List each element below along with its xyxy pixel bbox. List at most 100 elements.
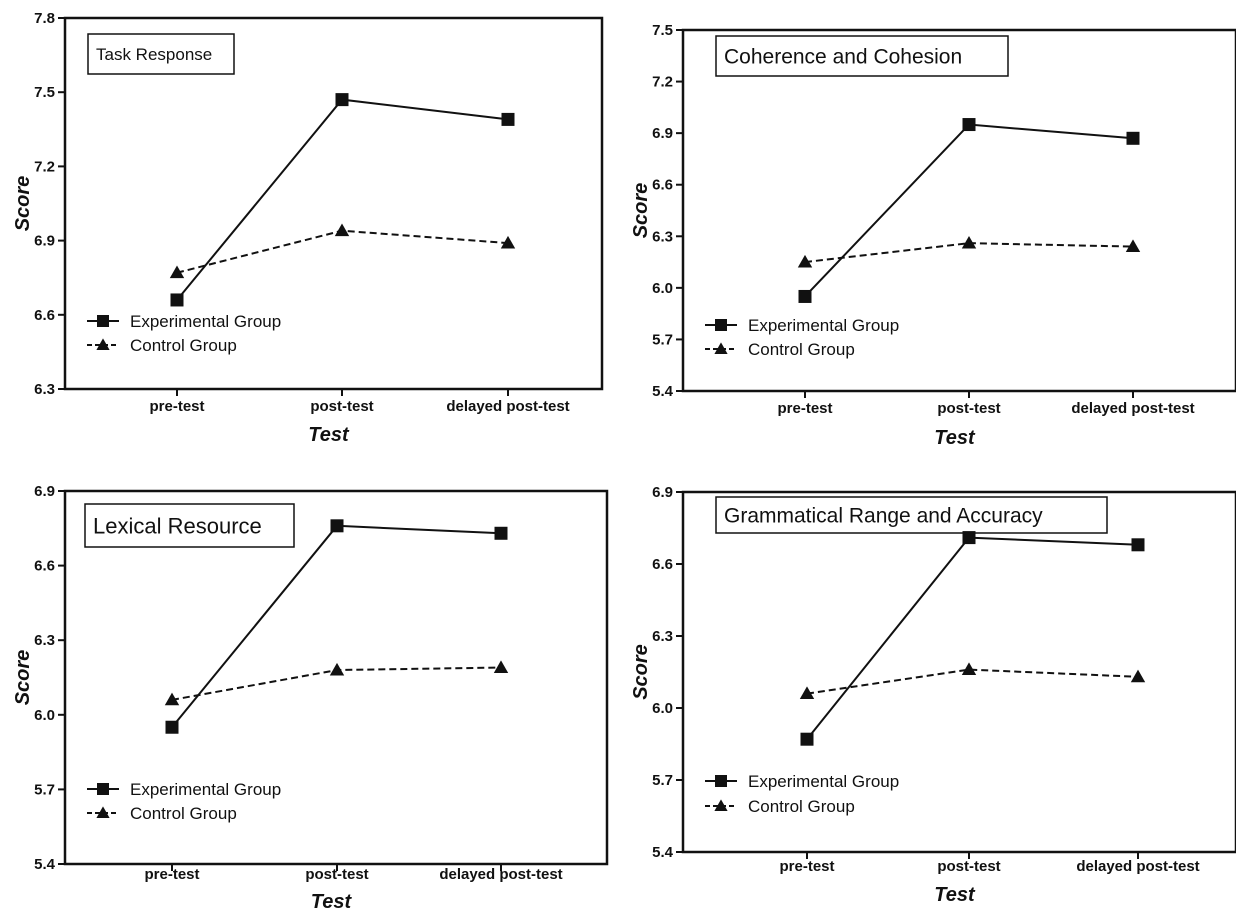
x-tick-label: post-test <box>937 400 1000 417</box>
data-point-square <box>170 293 184 307</box>
series-control <box>797 235 1141 268</box>
title-box <box>715 496 1108 534</box>
y-axis-title: Score <box>630 644 652 700</box>
data-point-square <box>501 112 515 126</box>
data-point-triangle <box>329 662 345 676</box>
legend-label: Experimental Group <box>748 316 899 335</box>
data-point-triangle <box>1125 239 1141 252</box>
y-tick-label: 7.2 <box>34 158 55 175</box>
x-axis-title: Test <box>934 884 976 906</box>
data-point-square <box>1126 131 1140 145</box>
series-control <box>169 223 516 279</box>
y-tick-label: 6.6 <box>652 556 673 573</box>
x-tick-label: delayed post-test <box>1076 858 1199 875</box>
series-experimental <box>170 93 515 307</box>
data-point-square <box>798 289 812 303</box>
y-tick-label: 6.0 <box>652 700 673 717</box>
series-line <box>804 123 1134 298</box>
chart-coherence-cohesion: 5.4 5.7 6.0 6.3 6.6 6.9 7.2 7.5 pre-test post-tes… <box>618 0 1236 456</box>
series-line <box>176 98 509 301</box>
legend-label: Experimental Group <box>130 312 281 331</box>
chart-lexical-resource: 5.4 5.7 6.0 6.3 6.6 6.9 pre-test post-test delay… <box>0 456 618 912</box>
y-tick-label: 6.0 <box>34 707 55 724</box>
y-tick-label: 7.8 <box>34 10 55 27</box>
series-control <box>164 660 509 706</box>
x-tick-label: post-test <box>310 398 373 415</box>
data-point-square <box>1131 538 1145 552</box>
y-tick-label: 6.6 <box>34 558 55 575</box>
y-tick-label: 5.4 <box>652 383 674 400</box>
series-control <box>799 662 1146 699</box>
y-tick-label: 5.7 <box>652 772 673 789</box>
chart-task-response: 6.3 6.6 6.9 7.2 7.5 7.8 pre-test post-test delay… <box>0 0 618 456</box>
legend-marker-triangle <box>96 806 110 818</box>
legend-label: Control Group <box>748 797 855 816</box>
data-point-square <box>962 531 976 545</box>
x-tick-label: pre-test <box>777 400 832 417</box>
data-point-triangle <box>1130 669 1146 683</box>
series-line <box>171 524 502 728</box>
title-box <box>715 35 1009 77</box>
series-experimental <box>800 531 1145 746</box>
y-tick-label: 6.9 <box>34 483 55 500</box>
series-line <box>176 229 509 274</box>
legend-label: Control Group <box>130 336 237 355</box>
x-tick-label: delayed post-test <box>446 398 569 415</box>
x-axis-title: Test <box>311 891 353 912</box>
chart-svg-lexical-resource: 5.4 5.7 6.0 6.3 6.6 6.9 pre-test post-test delay… <box>12 483 609 912</box>
y-tick-label: 5.7 <box>652 331 673 348</box>
chart-grammatical-range: 5.4 5.7 6.0 6.3 6.6 6.9 pre-test post-test delay… <box>618 456 1236 912</box>
y-tick-label: 5.4 <box>34 856 56 873</box>
data-point-triangle <box>169 265 185 279</box>
data-point-square <box>330 519 344 533</box>
x-tick-label: pre-test <box>149 398 204 415</box>
y-tick-label: 6.9 <box>34 233 55 250</box>
y-tick-label: 6.3 <box>34 381 55 398</box>
y-axis-title: Score <box>12 176 34 232</box>
data-point-triangle <box>961 235 977 249</box>
data-point-square <box>800 732 814 746</box>
chart-title: Lexical Resource <box>93 513 262 538</box>
series-experimental <box>165 519 508 734</box>
title-box <box>87 33 235 75</box>
legend-marker-square <box>97 783 109 795</box>
data-point-square <box>335 93 349 107</box>
series-line <box>806 668 1139 695</box>
series-experimental <box>798 118 1140 303</box>
chart-title: Task Response <box>96 45 212 64</box>
legend-marker-square <box>97 315 109 327</box>
y-tick-label: 6.6 <box>652 177 673 194</box>
y-tick-label: 7.5 <box>34 84 55 101</box>
legend-marker-triangle <box>714 799 728 811</box>
x-tick-label: post-test <box>305 866 368 883</box>
title-box <box>84 503 295 548</box>
data-point-triangle <box>164 692 180 706</box>
y-tick-label: 6.3 <box>652 228 673 245</box>
x-tick-label: pre-test <box>779 858 834 875</box>
legend-label: Control Group <box>130 804 237 823</box>
y-tick-label: 6.9 <box>652 125 673 142</box>
chart-title: Coherence and Cohesion <box>724 46 962 69</box>
y-tick-label: 7.2 <box>652 74 673 91</box>
legend-marker-square <box>715 319 727 331</box>
data-point-triangle <box>493 660 509 673</box>
chart-svg-coherence-cohesion: 5.4 5.7 6.0 6.3 6.6 6.9 7.2 7.5 pre-test post-tes… <box>630 22 1236 449</box>
x-axis-title: Test <box>934 427 976 449</box>
plot-frame <box>681 28 1236 393</box>
x-tick-label: pre-test <box>144 866 199 883</box>
data-point-triangle <box>961 662 977 675</box>
y-tick-label: 6.3 <box>652 628 673 645</box>
data-point-triangle <box>797 254 813 268</box>
legend-label: Experimental Group <box>130 780 281 799</box>
x-tick-label: post-test <box>937 858 1000 875</box>
plot-frame <box>681 490 1236 854</box>
y-tick-label: 5.7 <box>34 781 55 798</box>
legend-label: Experimental Group <box>748 772 899 791</box>
data-point-triangle <box>500 235 516 249</box>
y-tick-label: 6.3 <box>34 632 55 649</box>
y-tick-label: 6.6 <box>34 307 55 324</box>
y-tick-label: 7.5 <box>652 22 673 39</box>
chart-svg-grammatical-range: 5.4 5.7 6.0 6.3 6.6 6.9 pre-test post-test delay… <box>630 484 1236 906</box>
legend-marker-triangle <box>714 342 728 354</box>
data-point-triangle <box>334 223 350 237</box>
